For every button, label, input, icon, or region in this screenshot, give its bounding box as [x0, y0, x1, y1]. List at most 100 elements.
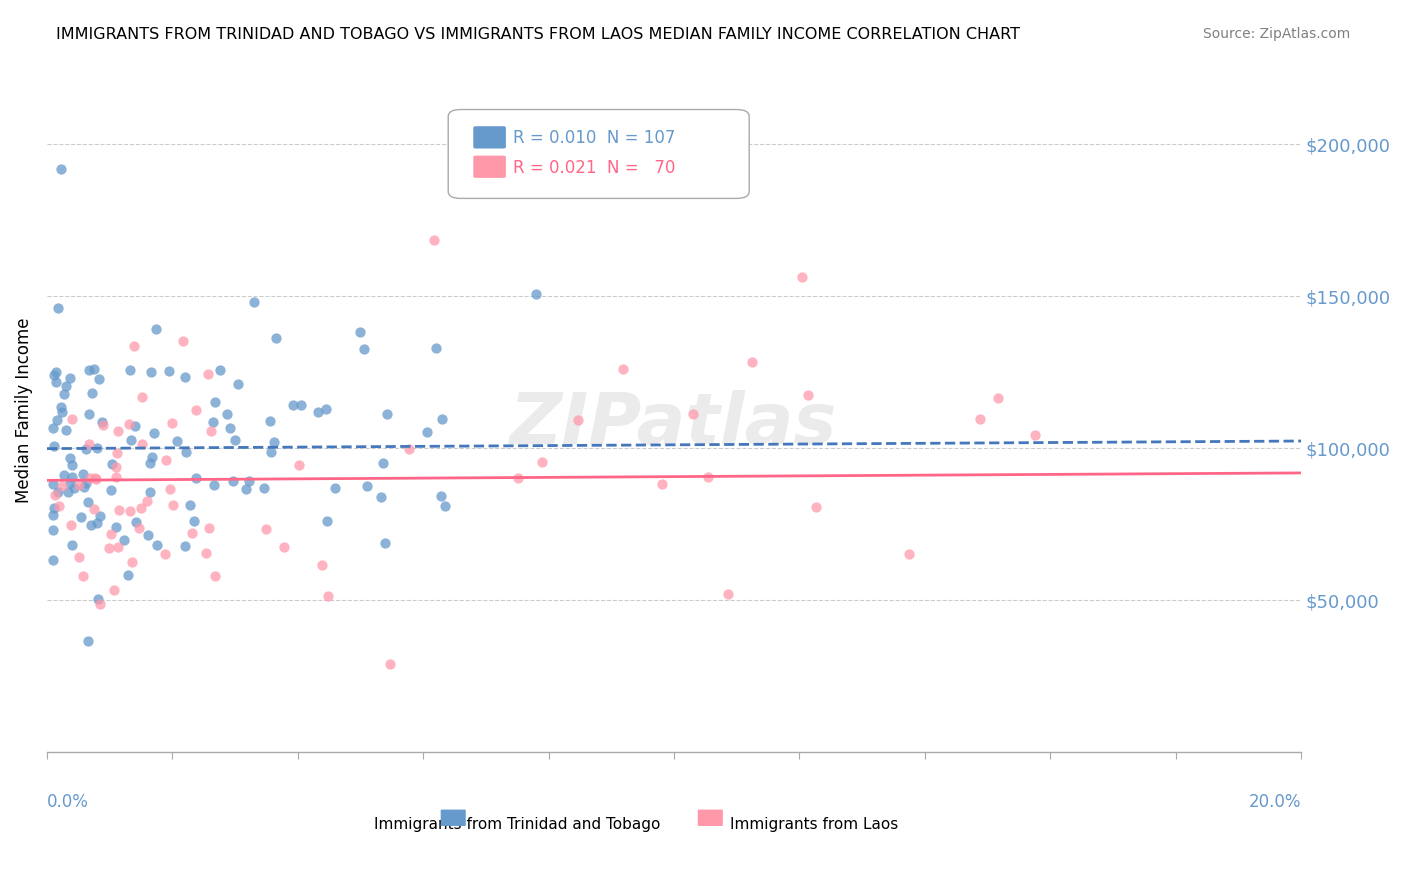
Point	[316, 589, 339, 603]
Point	[105, 446, 128, 460]
Point	[697, 470, 720, 484]
Point	[52, 467, 75, 482]
Point	[184, 471, 207, 485]
Point	[969, 411, 991, 425]
Point	[125, 516, 148, 530]
Point	[531, 455, 554, 469]
Point	[136, 528, 159, 542]
Point	[42, 523, 65, 537]
Point	[651, 476, 673, 491]
Point	[82, 386, 104, 401]
Point	[371, 456, 394, 470]
Point	[197, 367, 219, 381]
Point	[200, 424, 222, 438]
Point	[315, 402, 337, 417]
Point	[349, 325, 371, 339]
FancyBboxPatch shape	[474, 127, 506, 148]
Point	[375, 407, 398, 421]
Point	[42, 477, 65, 491]
Point	[63, 481, 86, 495]
Point	[288, 458, 311, 472]
Point	[226, 376, 249, 391]
Point	[797, 388, 820, 402]
Point	[195, 546, 218, 560]
Point	[162, 498, 184, 512]
Point	[202, 478, 225, 492]
Point	[259, 414, 281, 428]
FancyBboxPatch shape	[474, 155, 506, 178]
Point	[506, 470, 529, 484]
Point	[117, 568, 139, 582]
Point	[356, 479, 378, 493]
Point	[60, 538, 83, 552]
Point	[72, 568, 94, 582]
Point	[253, 481, 276, 495]
Point	[430, 490, 453, 504]
Point	[101, 457, 124, 471]
Point	[792, 270, 814, 285]
Point	[45, 375, 67, 389]
Point	[120, 434, 142, 448]
Point	[353, 343, 375, 357]
Point	[89, 372, 111, 386]
Point	[1024, 428, 1046, 442]
Point	[311, 558, 333, 573]
Point	[204, 568, 226, 582]
Point	[238, 474, 260, 488]
Point	[218, 421, 240, 435]
Point	[209, 362, 232, 376]
Point	[108, 503, 131, 517]
Point	[160, 417, 183, 431]
Point	[567, 413, 589, 427]
Point	[105, 460, 128, 475]
Point	[67, 478, 90, 492]
Text: R = 0.010  N = 107: R = 0.010 N = 107	[513, 129, 676, 147]
Point	[42, 420, 65, 434]
Point	[155, 547, 177, 561]
Point	[129, 501, 152, 516]
Point	[87, 591, 110, 606]
FancyBboxPatch shape	[449, 110, 749, 198]
Point	[398, 442, 420, 456]
Point	[104, 519, 127, 533]
Point	[183, 515, 205, 529]
Point	[86, 516, 108, 530]
Point	[91, 417, 114, 432]
Point	[682, 407, 704, 421]
Point	[60, 458, 83, 472]
Point	[138, 456, 160, 470]
Point	[118, 417, 141, 432]
Point	[51, 479, 73, 493]
Point	[370, 490, 392, 504]
Point	[104, 470, 127, 484]
Point	[46, 413, 69, 427]
Point	[273, 540, 295, 554]
Point	[77, 408, 100, 422]
Point	[224, 433, 246, 447]
Point	[307, 405, 329, 419]
Point	[89, 597, 111, 611]
Point	[260, 445, 283, 459]
Point	[83, 501, 105, 516]
Point	[179, 498, 201, 512]
Text: IMMIGRANTS FROM TRINIDAD AND TOBAGO VS IMMIGRANTS FROM LAOS MEDIAN FAMILY INCOME: IMMIGRANTS FROM TRINIDAD AND TOBAGO VS I…	[56, 27, 1021, 42]
FancyBboxPatch shape	[697, 810, 723, 826]
Point	[83, 362, 105, 376]
Point	[60, 518, 83, 533]
Point	[67, 550, 90, 565]
Point	[55, 379, 77, 393]
Point	[83, 471, 105, 485]
Text: 0.0%: 0.0%	[46, 793, 89, 811]
Point	[323, 481, 346, 495]
Point	[741, 355, 763, 369]
Point	[75, 442, 97, 457]
Point	[60, 470, 83, 484]
Point	[121, 555, 143, 569]
Point	[131, 390, 153, 404]
Point	[215, 407, 238, 421]
Point	[55, 423, 77, 437]
Point	[235, 483, 257, 497]
Point	[107, 425, 129, 439]
Point	[124, 339, 146, 353]
Point	[172, 334, 194, 348]
